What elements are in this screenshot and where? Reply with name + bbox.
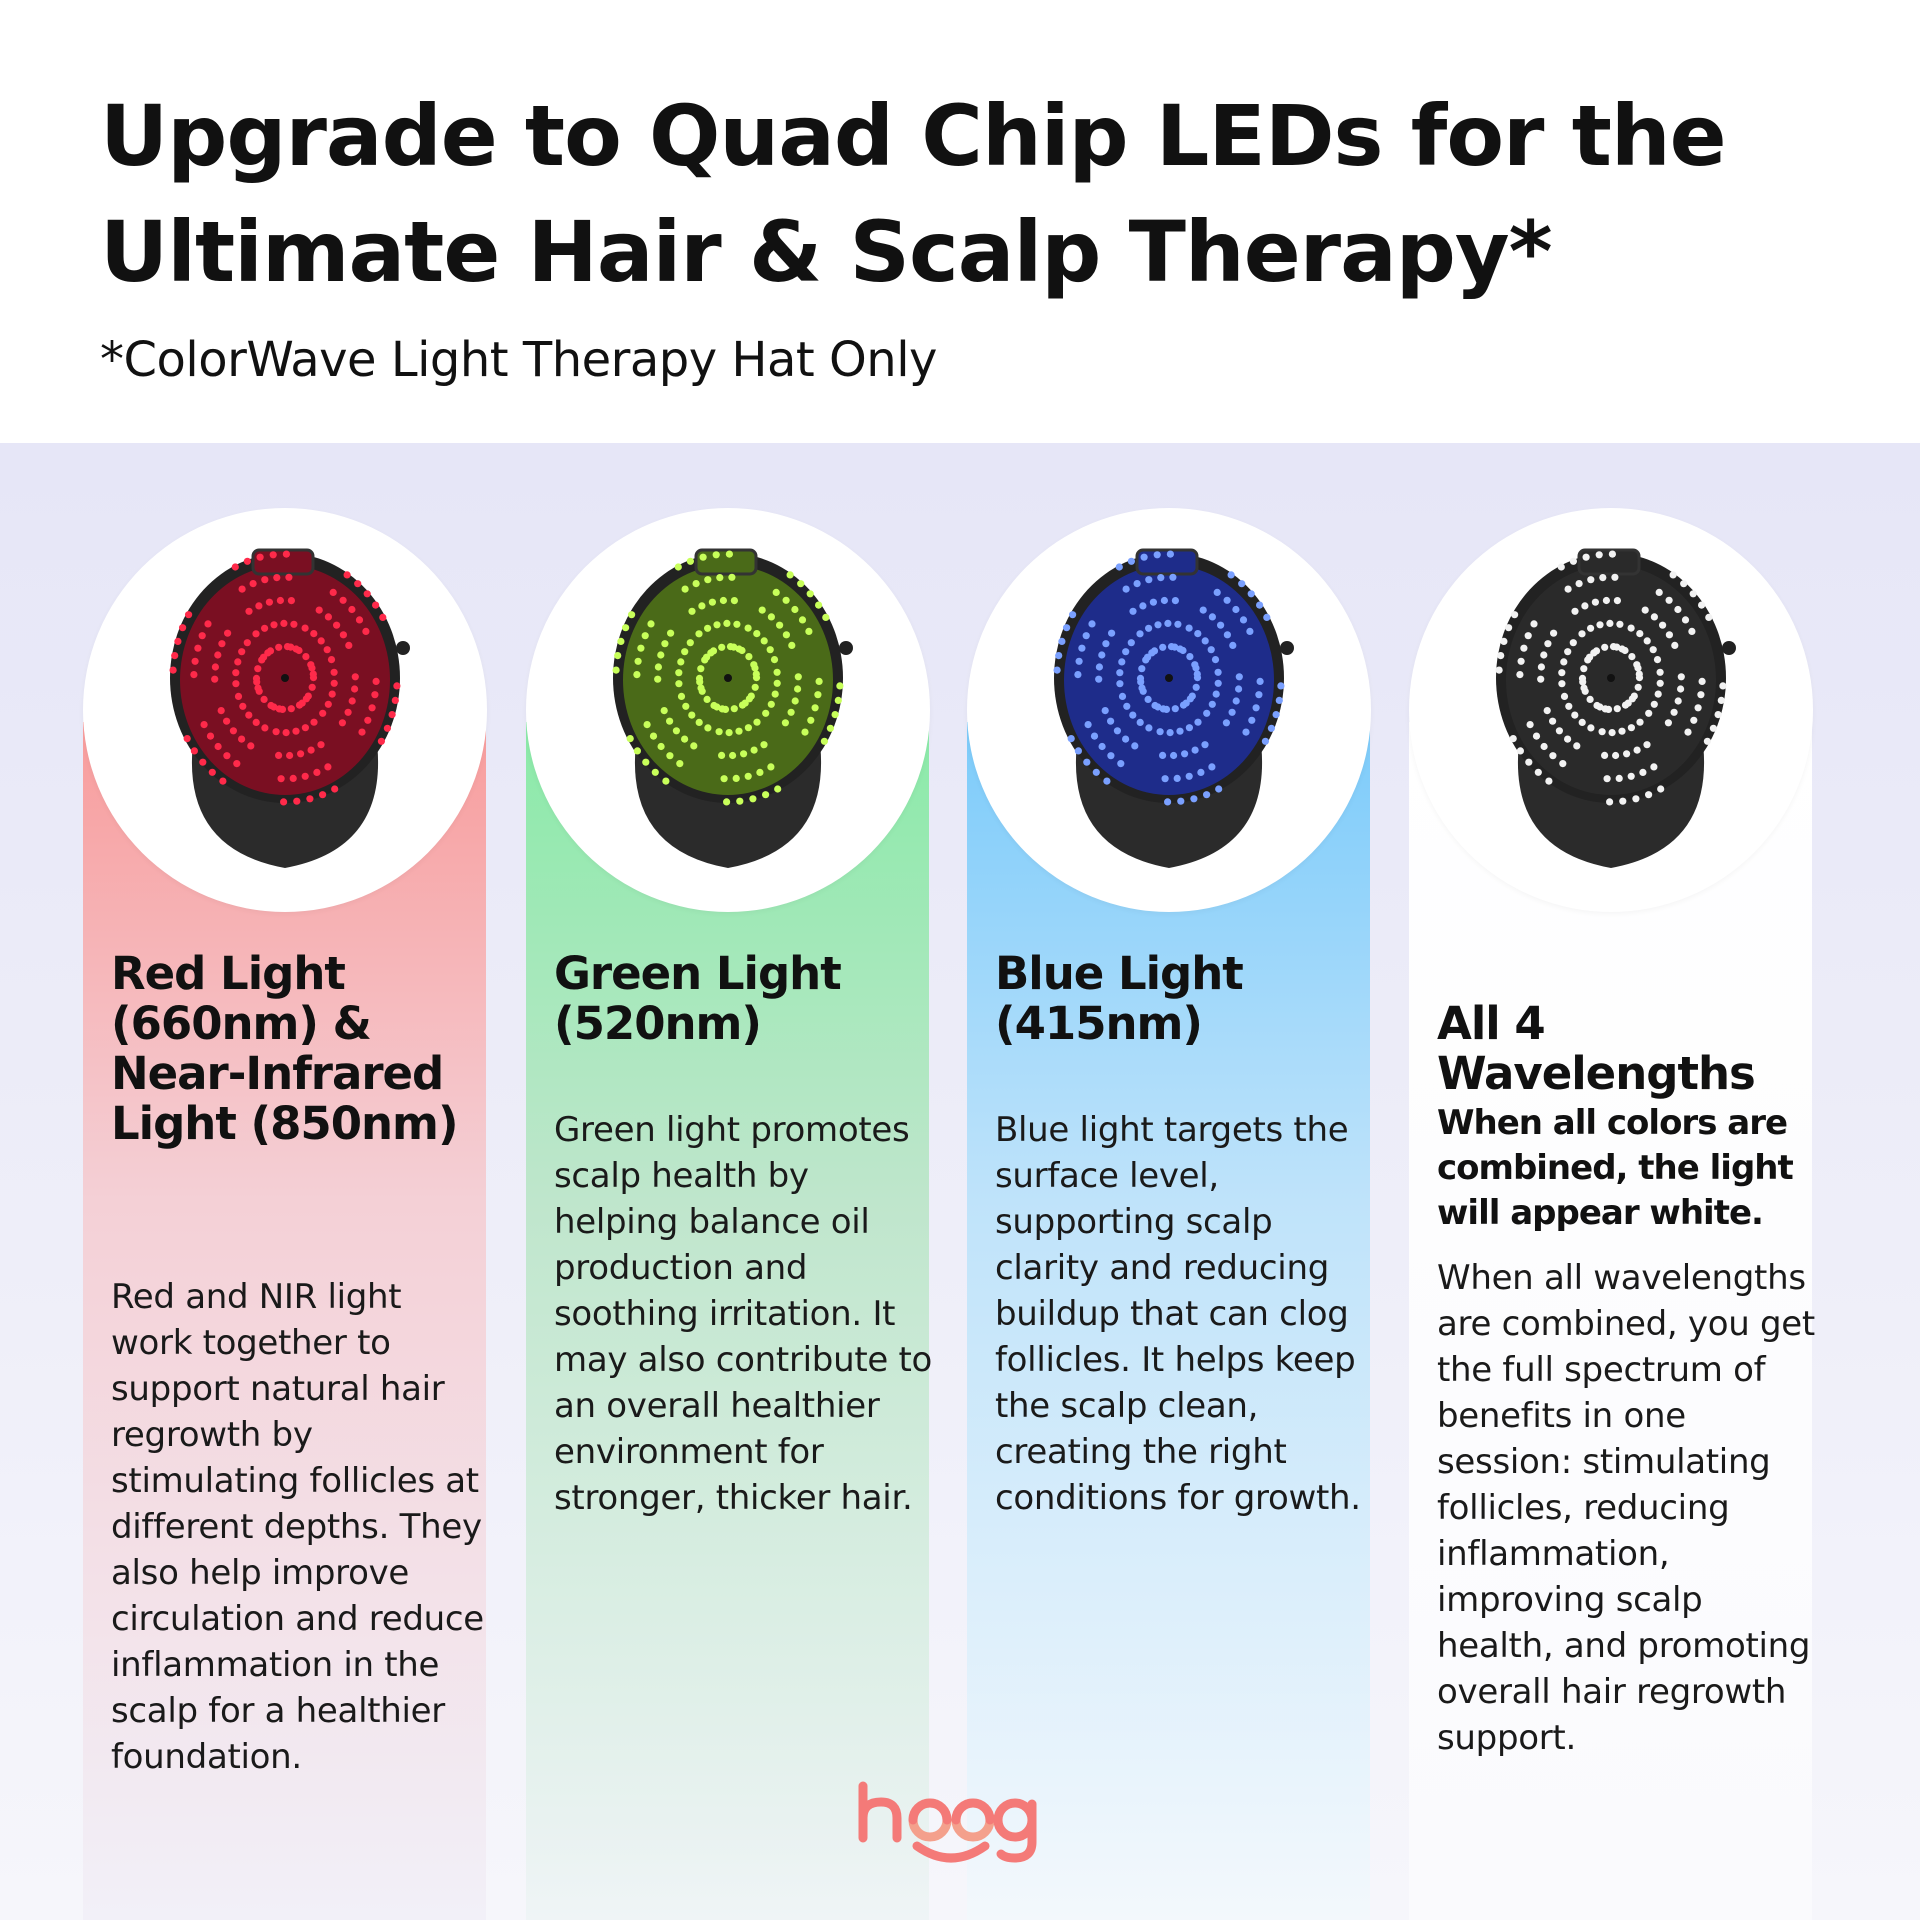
hat-circle-all	[1409, 508, 1813, 912]
column-all	[1409, 722, 1812, 1920]
led-hat-image	[1495, 548, 1736, 868]
page-subtitle: *ColorWave Light Therapy Hat Only	[100, 332, 937, 388]
column-green	[526, 722, 929, 1920]
heading-text: Red Light (660nm) & Near-Infrared Light …	[111, 947, 459, 1150]
title-line-1: Upgrade to Quad Chip LEDs for the	[100, 87, 1727, 185]
led-hat-image	[169, 548, 410, 868]
heading-text: Green Light (520nm)	[554, 947, 842, 1050]
column-body-green: Green light promotes scalp health by hel…	[554, 1110, 933, 1518]
title-line-2: Ultimate Hair & Scalp Therapy*	[100, 203, 1553, 301]
hat-circle-red	[83, 508, 487, 912]
led-hat-image	[612, 548, 853, 868]
column-body-blue: Blue light targets the surface level, su…	[995, 1110, 1361, 1518]
page-title: Upgrade to Quad Chip LEDs for the Ultimat…	[100, 78, 1900, 310]
column-blue	[967, 722, 1370, 1920]
header: Upgrade to Quad Chip LEDs for the Ultimat…	[0, 0, 1920, 443]
hat-circle-green	[526, 508, 930, 912]
column-body-all: When all wavelengths are combined, you g…	[1437, 1258, 1815, 1758]
subheading-text: When all colors are combined, the light …	[1437, 1103, 1794, 1233]
column-heading-red: Red Light (660nm) & Near-Infrared Light …	[111, 949, 491, 1149]
hat-circle-blue	[967, 508, 1371, 912]
column-heading-green: Green Light (520nm)	[554, 949, 934, 1049]
led-hat-image	[1053, 548, 1294, 868]
heading-text: Blue Light (415nm)	[995, 947, 1244, 1050]
column-body-red: Red and NIR light work together to suppo…	[111, 1277, 484, 1777]
column-heading-all: All 4 Wavelengths When all colors are co…	[1437, 999, 1817, 1236]
heading-text: All 4 Wavelengths	[1437, 997, 1756, 1100]
column-heading-blue: Blue Light (415nm)	[995, 949, 1375, 1049]
column-red	[83, 722, 486, 1920]
hooga-logo	[858, 1781, 1037, 1863]
